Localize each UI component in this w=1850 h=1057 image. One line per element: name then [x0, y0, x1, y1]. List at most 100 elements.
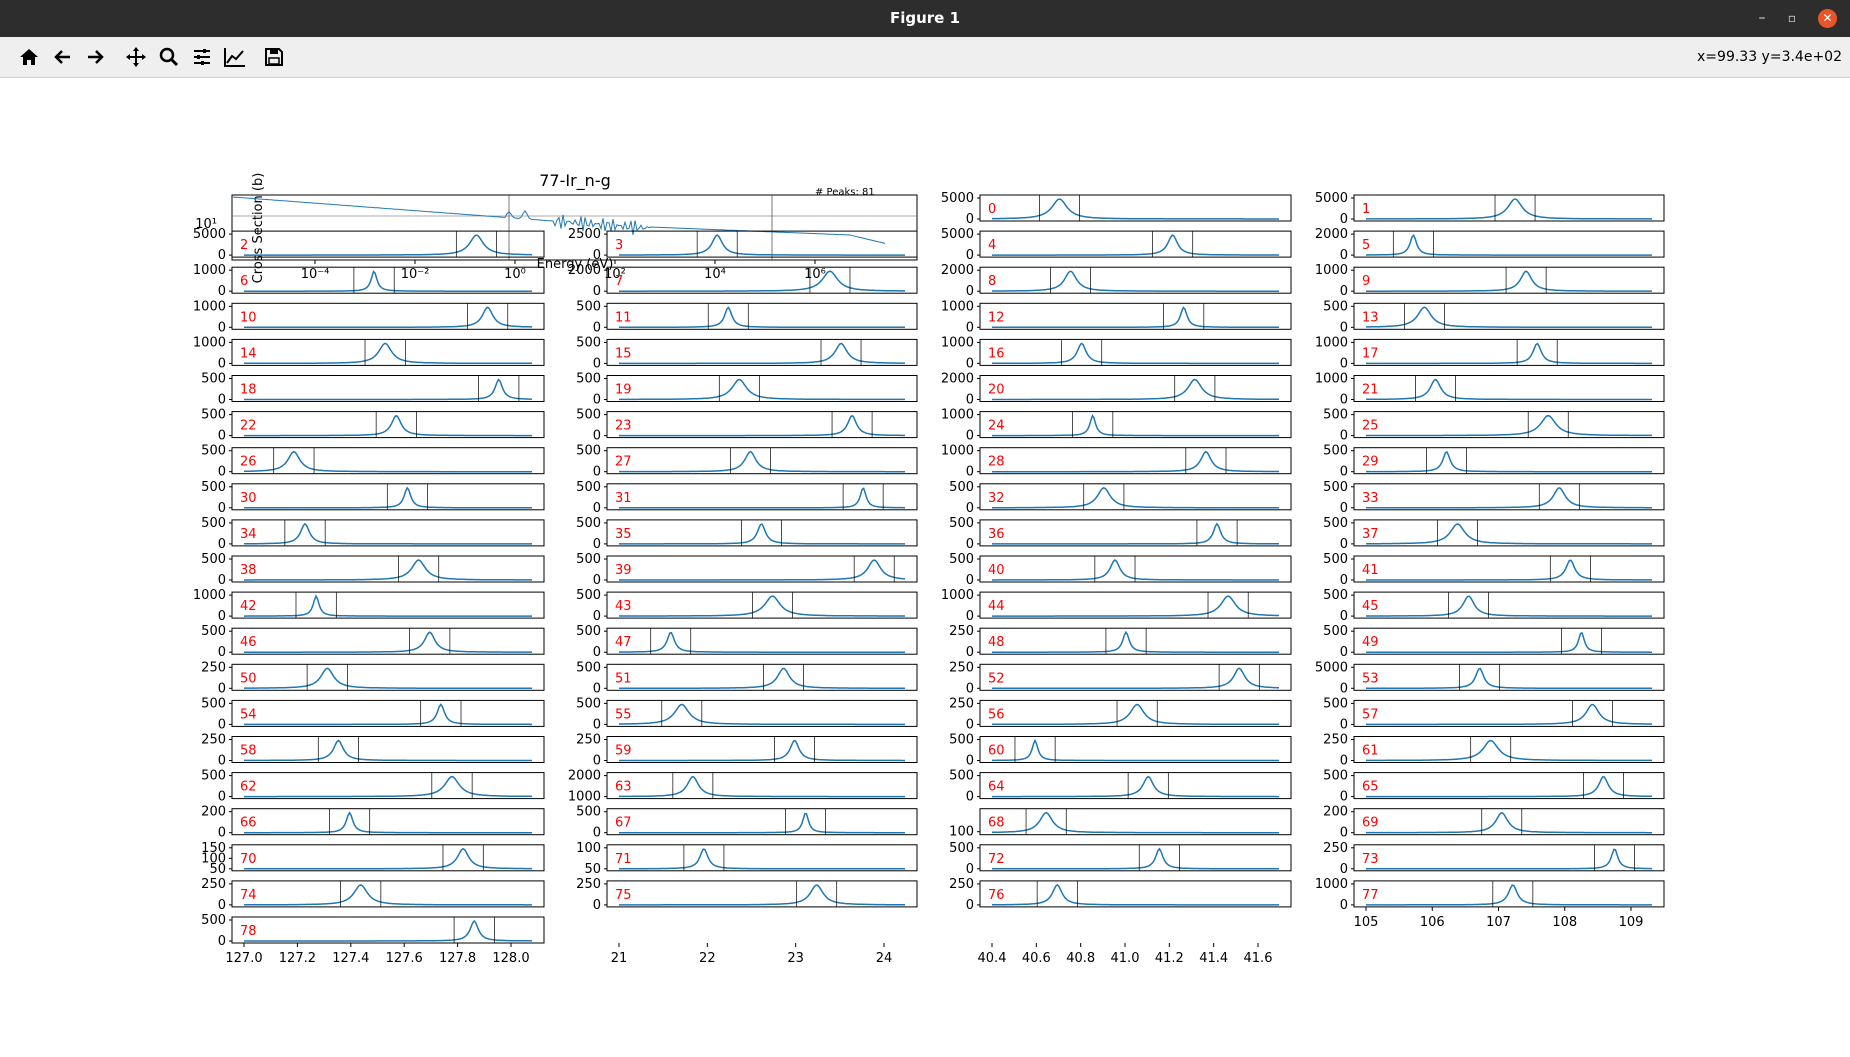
panel-ytick-label: 0 — [1340, 212, 1348, 227]
panel-frame — [606, 772, 918, 800]
panel-ytick-label: 0 — [1340, 284, 1348, 299]
panel-ytick-label: 100 — [949, 825, 974, 840]
save-icon — [265, 48, 283, 66]
panel-frame — [231, 699, 545, 727]
panel-ytick-label: 0 — [966, 212, 974, 227]
panel-frame — [1353, 880, 1665, 908]
panel-id-label: 25 — [1362, 419, 1379, 434]
panel-id-label: 72 — [988, 852, 1005, 867]
resonance-panel-54: 0 500 54 — [201, 696, 545, 732]
resonance-panel-27: 0 500 27 — [576, 444, 918, 480]
panel-ytick-label: 2000 — [1315, 227, 1348, 242]
resonance-panel-5: 0 2000 5 — [1315, 227, 1665, 263]
resonance-panel-21: 0 1000 21 — [1315, 372, 1665, 408]
panel-ytick-label: 0 — [966, 429, 974, 444]
panel-ytick-label: 0 — [966, 681, 974, 696]
bottom-xtick-label: 108 — [1552, 915, 1577, 930]
resonance-panel-10: 0 1000 10 — [193, 299, 545, 335]
panel-resonance-line — [244, 739, 532, 762]
panel-id-label: 66 — [240, 816, 257, 831]
panel-ytick-label: 250 — [1323, 841, 1348, 856]
panel-resonance-line — [1366, 632, 1652, 653]
resonance-panel-29: 0 500 29 — [1323, 444, 1665, 480]
close-button[interactable]: ✕ — [1818, 9, 1837, 28]
panel-ytick-label: 500 — [201, 444, 226, 459]
panel-id-label: 56 — [988, 707, 1005, 722]
bottom-xtick-label: 41.2 — [1155, 951, 1184, 966]
panel-ytick-label: 0 — [218, 609, 226, 624]
panel-resonance-line — [1366, 414, 1652, 437]
bottom-xtick-label: 21 — [611, 951, 628, 966]
panel-frame — [231, 916, 545, 944]
resonance-panel-17: 0 1000 17 — [1315, 335, 1665, 371]
panel-resonance-line — [619, 342, 905, 365]
panel-id-label: 68 — [988, 816, 1005, 831]
bottom-xtick-label: 127.4 — [332, 951, 369, 966]
restore-button[interactable]: ▫ — [1787, 11, 1797, 25]
panel-ytick-label: 0 — [966, 717, 974, 732]
forward-button[interactable] — [81, 43, 109, 71]
panel-frame — [979, 483, 1292, 511]
panel-ytick-label: 0 — [218, 754, 226, 769]
panel-frame — [979, 230, 1292, 258]
panel-resonance-line — [992, 883, 1279, 906]
resonance-panel-13: 0 500 13 — [1323, 299, 1665, 335]
bottom-xtick-label: 127.2 — [279, 951, 316, 966]
panel-ytick-label: 0 — [1340, 320, 1348, 335]
panel-frame — [1353, 591, 1665, 619]
panel-resonance-line — [992, 667, 1279, 690]
panel-resonance-line — [619, 884, 905, 906]
panel-resonance-line — [619, 378, 905, 401]
back-button[interactable] — [49, 43, 77, 71]
pan-button[interactable] — [122, 43, 150, 71]
panel-id-label: 15 — [615, 346, 632, 361]
panel-frame — [231, 230, 545, 258]
panel-resonance-line — [992, 486, 1279, 509]
panel-frame — [606, 663, 918, 691]
resonance-panel-2: 0 5000 2 — [193, 227, 545, 263]
panel-resonance-line — [244, 919, 533, 942]
zoom-button[interactable] — [155, 43, 183, 71]
panel-frame — [979, 338, 1292, 366]
panel-ytick-label: 1000 — [1315, 877, 1348, 892]
minimize-button[interactable]: – — [1758, 10, 1766, 26]
panel-resonance-line — [244, 234, 533, 256]
panel-resonance-line — [1366, 270, 1652, 292]
panel-ytick-label: 0 — [218, 898, 226, 913]
edit-axes-button[interactable] — [221, 43, 249, 71]
resonance-panel-48: 0 250 48 — [949, 624, 1292, 660]
resonance-panel-50: 0 250 50 — [201, 660, 545, 696]
panel-id-label: 55 — [615, 707, 632, 722]
panel-resonance-line — [992, 703, 1279, 726]
panel-ytick-label: 0 — [593, 609, 601, 624]
panel-ytick-label: 500 — [1323, 516, 1348, 531]
resonance-panel-39: 0 500 39 — [576, 552, 918, 588]
panel-frame — [979, 772, 1292, 800]
subplots-button[interactable] — [188, 43, 216, 71]
panel-id-label: 50 — [240, 671, 257, 686]
panel-ytick-label: 0 — [593, 754, 601, 769]
resonance-panel-72: 0 500 72 — [949, 841, 1292, 877]
panel-ytick-label: 5000 — [941, 191, 974, 206]
figure-canvas[interactable]: 77-Ir_n-g # Peaks: 81 Cross Section (b) … — [0, 78, 1850, 1053]
panel-resonance-line — [244, 378, 533, 401]
panel-resonance-line — [992, 775, 1279, 798]
panel-resonance-line — [1366, 667, 1652, 690]
panel-ytick-label: 250 — [949, 877, 974, 892]
panel-ytick-label: 0 — [1340, 898, 1348, 913]
resonance-panel-12: 0 1000 12 — [941, 299, 1292, 335]
panel-ytick-label: 1000 — [193, 588, 226, 603]
panel-id-label: 60 — [988, 744, 1005, 759]
panel-ytick-label: 0 — [218, 573, 226, 588]
panel-frame — [1353, 519, 1665, 547]
panel-id-label: 69 — [1362, 816, 1379, 831]
panel-ytick-label: 500 — [201, 769, 226, 784]
home-button[interactable] — [15, 43, 43, 71]
save-button[interactable] — [260, 43, 288, 71]
bottom-xtick-label: 107 — [1486, 915, 1511, 930]
panel-ytick-label: 0 — [1340, 356, 1348, 371]
panel-resonance-line — [992, 595, 1279, 617]
panel-frame — [606, 302, 918, 330]
panel-ytick-label: 250 — [949, 696, 974, 711]
bottom-xtick-label: 105 — [1354, 915, 1379, 930]
